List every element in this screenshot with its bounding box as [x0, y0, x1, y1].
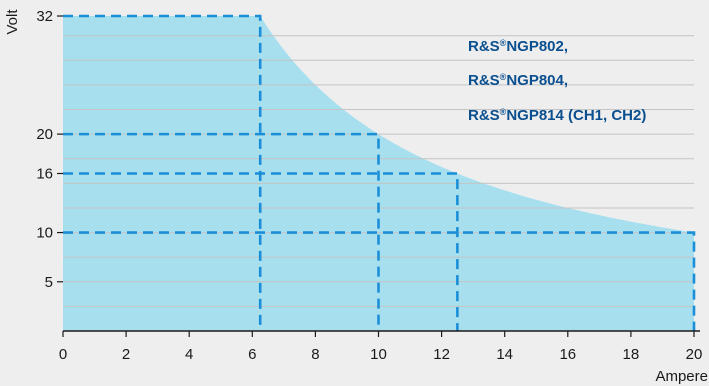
y-tick-label-20: 20 [36, 126, 53, 143]
operating-point-guide-3 [63, 172, 459, 331]
x-tick-label-12: 12 [433, 346, 450, 363]
legend-entry-2-name: NGP804, [506, 72, 568, 89]
legend-entry-2: R&S®NGP804, [468, 72, 568, 89]
y-axis-label: Volt [4, 9, 21, 35]
tick-labels-layer: 0 2 4 6 8 10 12 14 16 18 20 5 10 16 20 32 [36, 8, 702, 363]
x-tick-label-14: 14 [496, 346, 513, 363]
x-tick-label-10: 10 [370, 346, 387, 363]
operating-point-guide-4 [63, 231, 696, 331]
legend-entry-2-mark: ® [500, 72, 507, 82]
x-tick-label-6: 6 [248, 346, 256, 363]
legend-entry-1: R&S®NGP802, [468, 38, 568, 55]
legend-entry-3: R&S®NGP814 (CH1, CH2) [468, 107, 646, 124]
legend-entry-2-prefix: R&S [468, 72, 500, 89]
y-tick-label-10: 10 [36, 225, 53, 242]
x-tick-label-4: 4 [185, 346, 193, 363]
axis-layer [57, 15, 700, 337]
legend: R&S®NGP802, R&S®NGP804, R&S®NGP814 (CH1,… [468, 38, 646, 124]
x-tick-label-20: 20 [686, 346, 703, 363]
x-tick-label-8: 8 [311, 346, 319, 363]
legend-entry-1-prefix: R&S [468, 38, 500, 55]
operating-point-guide-1 [63, 14, 262, 331]
legend-entry-3-mark: ® [500, 107, 507, 117]
y-tick-label-32: 32 [36, 8, 53, 25]
y-tick-label-16: 16 [36, 166, 53, 183]
x-tick-label-16: 16 [559, 346, 576, 363]
legend-entry-3-name: NGP814 (CH1, CH2) [506, 107, 646, 124]
operating-point-guide-2 [63, 132, 380, 331]
legend-entry-3-prefix: R&S [468, 107, 500, 124]
x-tick-label-18: 18 [623, 346, 640, 363]
x-tick-label-0: 0 [59, 346, 67, 363]
dashed-guides-layer [63, 14, 696, 331]
y-tick-label-5: 5 [45, 274, 53, 291]
x-axis-label: Ampere [655, 368, 708, 385]
x-tick-label-2: 2 [122, 346, 130, 363]
legend-entry-1-name: NGP802, [506, 38, 568, 55]
legend-entry-1-mark: ® [500, 38, 507, 48]
